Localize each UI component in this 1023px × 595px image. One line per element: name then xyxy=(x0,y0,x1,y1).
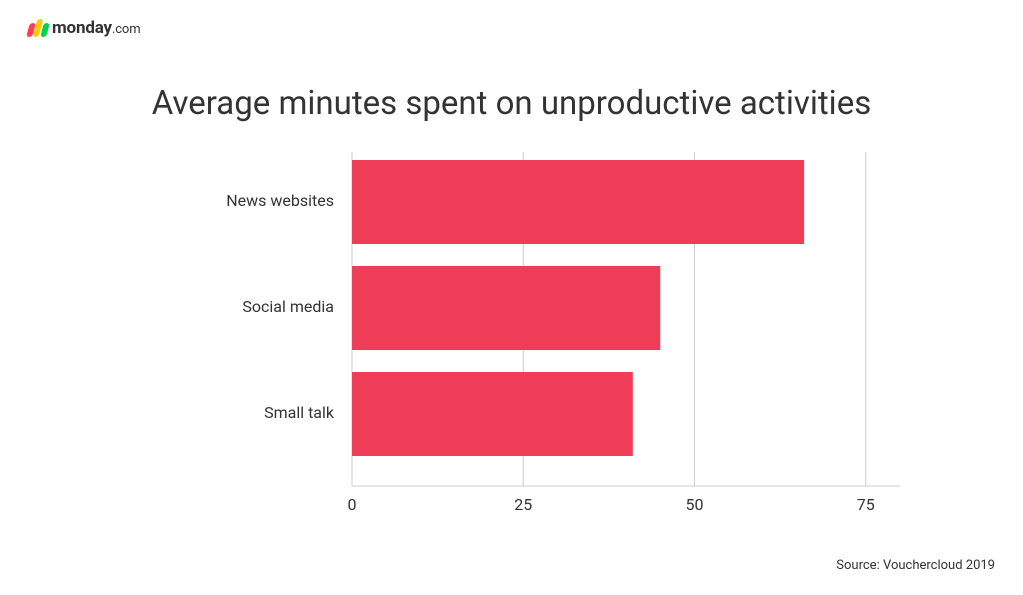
brand-logo: monday.com xyxy=(28,18,140,38)
logo-suffix: .com xyxy=(112,22,141,37)
chart-title: Average minutes spent on unproductive ac… xyxy=(0,84,1023,123)
bar xyxy=(352,160,804,244)
x-axis-label: 75 xyxy=(857,495,875,514)
logo-text: monday.com xyxy=(52,18,140,38)
x-axis-label: 0 xyxy=(348,495,357,514)
x-axis-label: 50 xyxy=(686,495,704,514)
chart-svg: 0 25 50 75 News websites Social media Small ta… xyxy=(152,152,910,526)
bar xyxy=(352,372,633,456)
y-axis-label: News websites xyxy=(226,191,334,210)
logo-bars-icon xyxy=(28,19,48,37)
y-axis-label: Small talk xyxy=(264,403,335,422)
logo-word: monday xyxy=(52,18,112,38)
source-attribution: Source: Vouchercloud 2019 xyxy=(836,558,995,573)
bar xyxy=(352,266,660,350)
x-axis-label: 25 xyxy=(514,495,532,514)
y-axis-label: Social media xyxy=(242,297,334,316)
bar-chart: 0 25 50 75 News websites Social media Small ta… xyxy=(152,152,910,526)
page: monday.com Average minutes spent on unpr… xyxy=(0,0,1023,595)
